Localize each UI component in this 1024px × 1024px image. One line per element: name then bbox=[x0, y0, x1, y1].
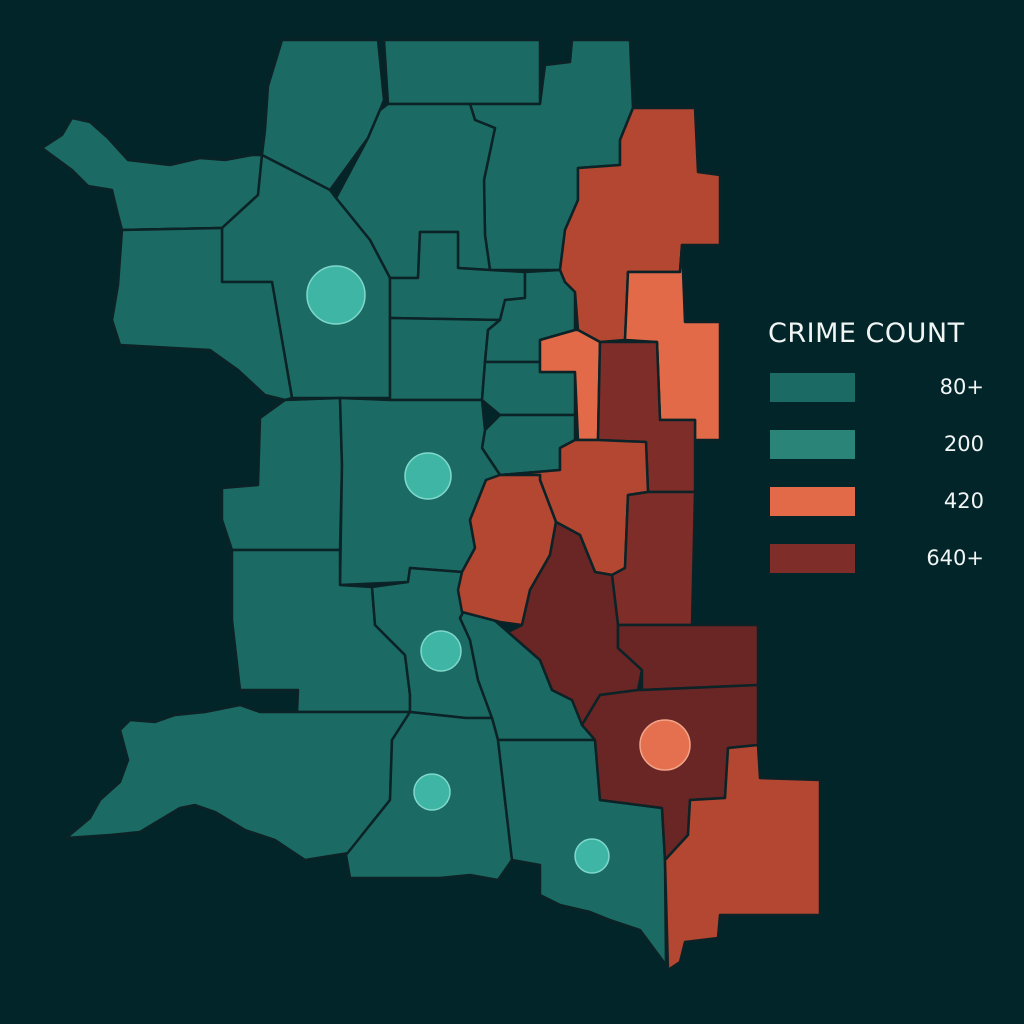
district-central-north[interactable] bbox=[110, 226, 294, 402]
legend-item: 640+ bbox=[768, 542, 1008, 599]
legend-label: 200 bbox=[943, 432, 984, 456]
marker-2[interactable] bbox=[404, 452, 452, 500]
district-north-2[interactable] bbox=[382, 38, 542, 106]
legend-title: CRIME COUNT bbox=[768, 318, 965, 349]
district-nw-coast[interactable] bbox=[40, 116, 264, 232]
legend-item: 80+ bbox=[768, 371, 1008, 428]
legend-label: 80+ bbox=[939, 375, 984, 399]
legend-swatch bbox=[770, 544, 855, 573]
marker-5[interactable] bbox=[574, 838, 610, 874]
legend-label: 640+ bbox=[926, 546, 984, 570]
legend-swatch bbox=[770, 430, 855, 459]
district-west-2[interactable] bbox=[220, 396, 344, 552]
district-southwest[interactable] bbox=[64, 703, 412, 862]
legend: CRIME COUNT 80+ 200 420 640+ bbox=[768, 318, 1008, 599]
marker-6[interactable] bbox=[639, 719, 691, 771]
marker-3[interactable] bbox=[420, 630, 462, 672]
legend-swatch bbox=[770, 487, 855, 516]
legend-swatch bbox=[770, 373, 855, 402]
marker-4[interactable] bbox=[413, 773, 451, 811]
legend-label: 420 bbox=[943, 489, 984, 513]
legend-item: 420 bbox=[768, 485, 1008, 542]
district-southeast[interactable] bbox=[663, 743, 822, 972]
legend-item: 200 bbox=[768, 428, 1008, 485]
district-layer bbox=[40, 38, 822, 972]
marker-layer bbox=[306, 265, 691, 874]
marker-1[interactable] bbox=[306, 265, 366, 325]
